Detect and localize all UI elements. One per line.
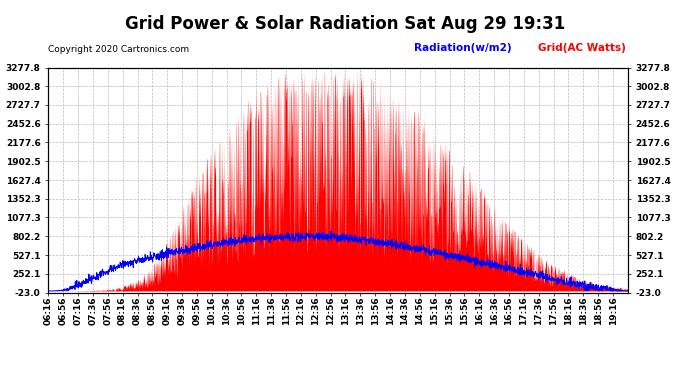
Text: Grid(AC Watts): Grid(AC Watts) bbox=[538, 43, 626, 53]
Text: Grid Power & Solar Radiation Sat Aug 29 19:31: Grid Power & Solar Radiation Sat Aug 29 … bbox=[125, 15, 565, 33]
Text: Copyright 2020 Cartronics.com: Copyright 2020 Cartronics.com bbox=[48, 45, 190, 54]
Text: Radiation(w/m2): Radiation(w/m2) bbox=[414, 43, 511, 53]
